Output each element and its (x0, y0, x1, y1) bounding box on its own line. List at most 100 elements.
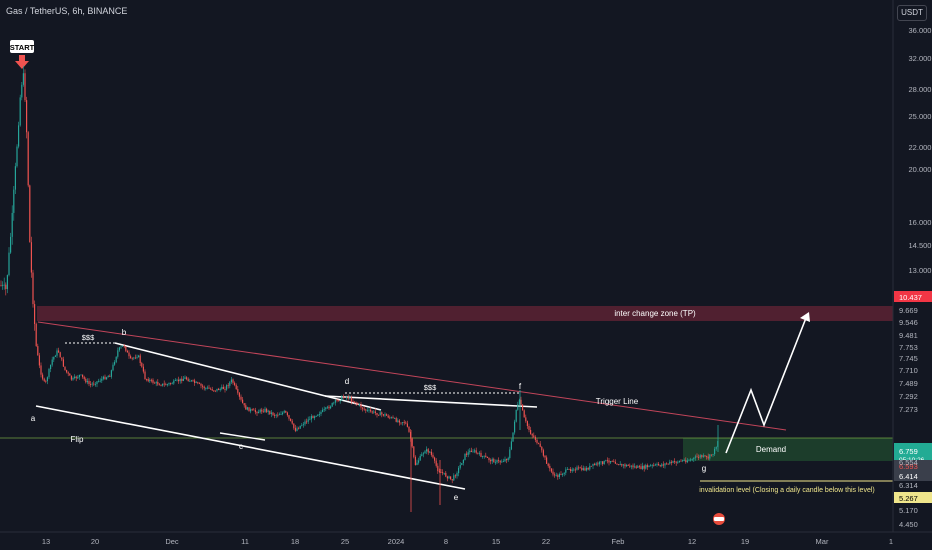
price-label-box (894, 460, 932, 471)
y-tick-label: 16.000 (909, 218, 932, 227)
x-tick-label: 25 (341, 537, 349, 546)
price-label: 7.292 (899, 392, 918, 401)
candle-body (134, 357, 136, 359)
candle-body (488, 457, 490, 461)
candle-body (483, 455, 485, 457)
candle-body (88, 381, 90, 384)
candle-body (314, 416, 316, 419)
candle-body (226, 385, 228, 390)
candle-body (453, 475, 455, 481)
candle-body (514, 421, 516, 433)
candle-body (398, 420, 400, 423)
candle-body (48, 368, 50, 378)
candle-body (547, 463, 549, 466)
x-tick-label: 18 (291, 537, 299, 546)
candle-body (563, 472, 565, 474)
candle-body (390, 417, 392, 419)
price-label-box (894, 291, 932, 302)
candle-body (272, 412, 274, 415)
candle-body (512, 432, 514, 442)
candle-body (499, 460, 501, 463)
candle-body (669, 461, 671, 464)
candle-body (232, 379, 234, 383)
candle-body (347, 396, 349, 399)
candle-body (710, 454, 712, 456)
candle-body (469, 450, 471, 453)
x-tick-label: 15 (492, 537, 500, 546)
candle-body (378, 414, 380, 416)
candle-body (454, 475, 456, 477)
candle-body (19, 97, 21, 126)
x-tick-label: Mar (816, 537, 829, 546)
candle-body (280, 414, 282, 416)
candle-body (262, 411, 264, 413)
candle-body (11, 212, 13, 237)
candle-body (301, 425, 303, 426)
candle-body (635, 466, 637, 468)
price-label: 9.481 (899, 331, 918, 340)
candle-body (701, 455, 703, 457)
currency-selector[interactable]: USDT (897, 5, 927, 21)
candle-body (384, 414, 386, 416)
candle-body (595, 463, 597, 465)
candle-body (651, 464, 653, 466)
candle-body (624, 464, 626, 467)
candle-body (110, 370, 112, 377)
candle-body (198, 383, 200, 384)
candle-body (307, 419, 309, 422)
candle-body (694, 456, 696, 458)
candle-body (254, 410, 256, 413)
candle-body (61, 357, 63, 360)
candle-body (629, 465, 631, 467)
candle-body (648, 465, 650, 468)
candle-body (354, 401, 356, 403)
candle-body (118, 347, 120, 351)
candle-body (539, 443, 541, 447)
y-tick-label: 14.500 (909, 241, 932, 250)
candle-body (144, 371, 146, 380)
price-label-box (894, 443, 932, 463)
candle-body (698, 457, 700, 458)
candle-body (213, 390, 215, 392)
candle-body (58, 350, 60, 353)
candle-body (403, 422, 405, 423)
price-label: 4.450 (899, 520, 918, 529)
candle-body (315, 415, 317, 417)
candle-body (274, 414, 276, 416)
candle-body (136, 357, 138, 358)
candle-body (235, 385, 237, 390)
candle-body (691, 459, 693, 461)
candle-body (202, 385, 204, 387)
candle-body (486, 457, 488, 458)
candle-body (130, 356, 132, 358)
candle-body (546, 457, 548, 464)
candle-body (470, 450, 472, 452)
candle-body (288, 415, 290, 419)
candle-body (90, 383, 92, 385)
candle-body (173, 380, 175, 384)
candle-body (283, 411, 285, 413)
candle-body (294, 427, 296, 431)
candle-body (678, 460, 680, 462)
candle-body (72, 378, 74, 380)
candle-body (34, 304, 36, 324)
candle-body (434, 457, 436, 461)
candle-body (461, 463, 463, 466)
candle-body (616, 463, 618, 465)
candle-body (355, 402, 357, 404)
candle-body (123, 345, 125, 347)
price-label: 5.170 (899, 506, 918, 515)
candle-body (531, 433, 533, 436)
candle-body (147, 379, 149, 382)
candle-body (30, 242, 32, 273)
candle-body (533, 435, 535, 437)
y-tick-label: 13.000 (909, 266, 932, 275)
price-label: 9.669 (899, 306, 918, 315)
tp-zone-label: inter change zone (TP) (614, 309, 696, 318)
candle-body (598, 462, 600, 465)
candle-body (382, 414, 384, 416)
candle-body (53, 356, 55, 360)
candle-body (192, 380, 194, 382)
candle-body (230, 379, 232, 383)
